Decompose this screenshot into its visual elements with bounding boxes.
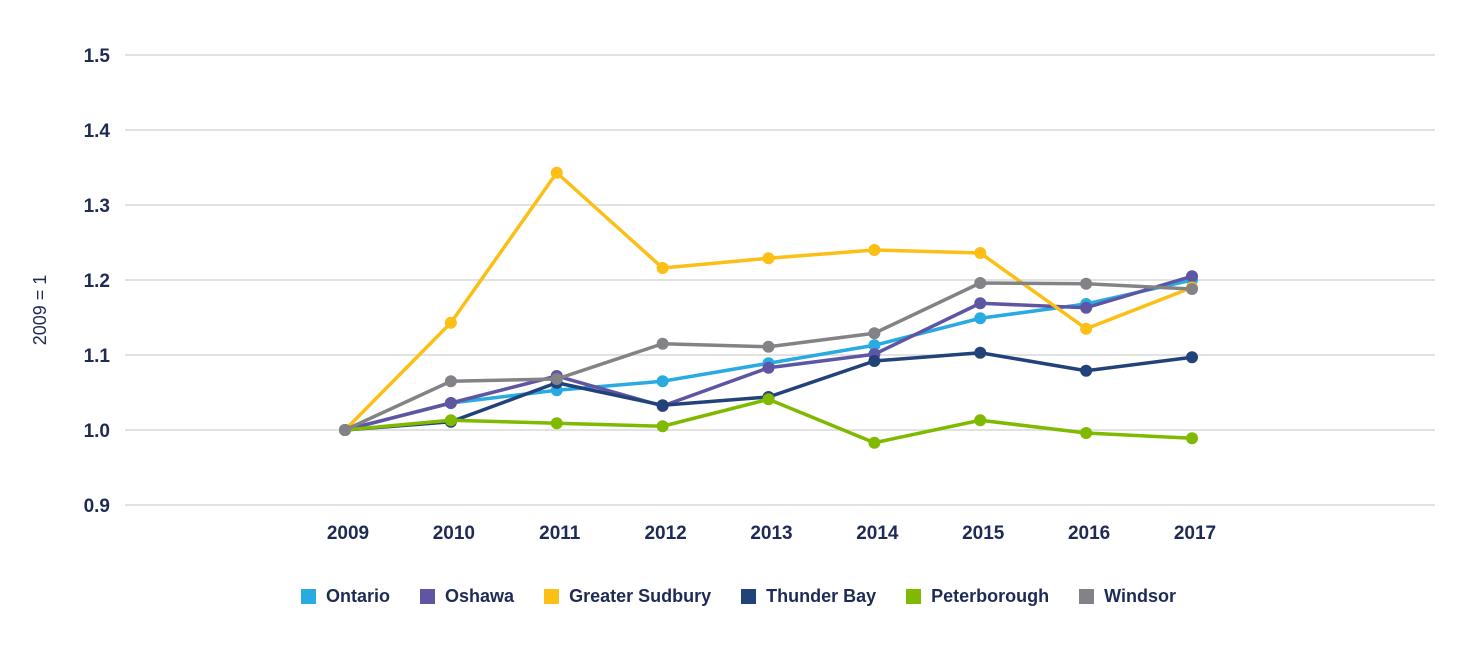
legend-item: Ontario (301, 586, 390, 607)
legend-swatch (906, 589, 922, 604)
data-point (1080, 322, 1093, 335)
series-oshawa (339, 270, 1198, 436)
x-tick-label: 2009 (327, 523, 369, 544)
legend-label: Peterborough (931, 586, 1050, 606)
data-point (1186, 432, 1198, 445)
y-tick-label: 1.3 (84, 196, 110, 217)
data-point (868, 339, 881, 352)
legend-item: Oshawa (420, 586, 514, 607)
data-point (762, 393, 775, 406)
legend-swatch (741, 589, 757, 604)
data-point (762, 252, 775, 265)
data-point (656, 262, 669, 274)
data-point (1186, 270, 1198, 283)
data-point (974, 247, 987, 259)
data-point (974, 277, 987, 289)
series-line (344, 274, 1193, 432)
y-tick-label: 0.9 (84, 496, 110, 517)
x-tick-label: 2016 (1068, 523, 1110, 544)
data-point (444, 316, 457, 329)
data-point (868, 244, 881, 256)
data-point (1080, 364, 1093, 377)
legend-item: Peterborough (906, 586, 1049, 607)
data-point (550, 166, 563, 179)
data-point (1080, 427, 1093, 439)
data-point (656, 337, 669, 350)
y-tick-label: 1.5 (84, 46, 111, 67)
legend-item: Greater Sudbury (544, 586, 711, 607)
x-tick-label: 2010 (433, 523, 475, 544)
data-point (1186, 283, 1198, 295)
data-point (339, 424, 351, 436)
data-point (1080, 301, 1093, 314)
legend: Ontario Oshawa Greater Sudbury Thunder Bay P… (0, 586, 1477, 607)
data-point (656, 375, 669, 388)
data-point (1186, 351, 1198, 364)
data-point (868, 355, 881, 367)
legend-item: Thunder Bay (741, 586, 876, 607)
legend-label: Oshawa (445, 586, 515, 606)
y-axis-ticks: 0.9 1.0 1.1 1.2 1.3 1.4 1.5 (84, 46, 111, 517)
y-tick-label: 1.2 (84, 271, 110, 292)
legend-label: Thunder Bay (766, 586, 877, 606)
series-windsor (339, 277, 1198, 436)
series-line (344, 397, 1193, 445)
y-tick-label: 1.1 (84, 346, 111, 367)
data-point (656, 399, 669, 412)
data-point (444, 397, 457, 409)
y-tick-label: 1.4 (84, 121, 111, 142)
legend-swatch (420, 589, 436, 604)
data-point (656, 420, 669, 433)
data-point (550, 373, 563, 385)
legend-label: Ontario (326, 586, 391, 606)
legend-swatch (544, 589, 560, 604)
data-point (1080, 277, 1093, 290)
legend-swatch (301, 589, 317, 604)
data-point (868, 327, 881, 340)
series-line (344, 281, 1193, 432)
data-point (974, 312, 987, 325)
data-point (868, 436, 881, 449)
y-axis-label: 2009 = 1 (30, 275, 50, 346)
legend-item: Windsor (1079, 586, 1176, 607)
data-point (444, 414, 457, 427)
data-point (974, 297, 987, 310)
data-point (762, 340, 775, 353)
gridlines (125, 54, 1435, 506)
legend-swatch (1079, 589, 1095, 604)
data-point (974, 346, 987, 359)
x-tick-label: 2012 (644, 523, 686, 544)
data-point (974, 414, 987, 427)
legend-label: Windsor (1104, 586, 1176, 606)
x-tick-label: 2015 (962, 523, 1005, 544)
legend-label: Greater Sudbury (569, 586, 712, 606)
y-tick-label: 1.0 (84, 421, 110, 442)
line-chart: 0.91.01.11.21.31.41.5 2009 = 1 2009 2010 2… (30, 46, 1435, 544)
data-point (762, 361, 775, 374)
x-tick-label: 2017 (1174, 523, 1216, 544)
x-tick-label: 2013 (750, 523, 792, 544)
x-axis-ticks: 2009 2010 2011 2012 2013 2014 2015 2016 2017 (327, 523, 1216, 544)
series-group (339, 166, 1198, 449)
data-point (444, 375, 457, 388)
data-point (550, 417, 563, 430)
x-tick-label: 2014 (856, 523, 899, 544)
x-tick-label: 2011 (539, 523, 581, 544)
